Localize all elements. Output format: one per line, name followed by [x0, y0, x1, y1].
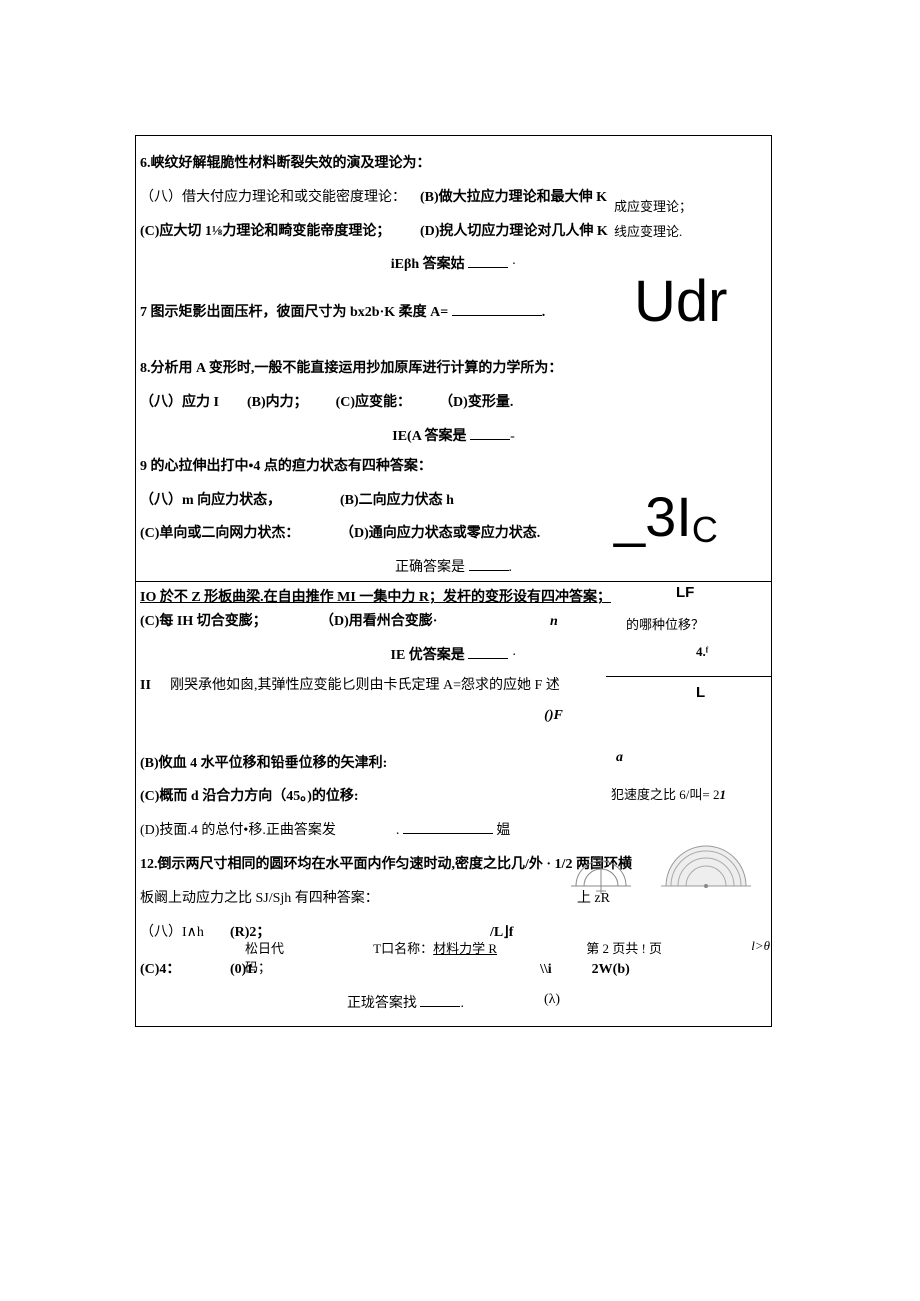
mid-rule: [136, 581, 771, 582]
q10-optC: (C)每 IH 切合变膨；: [140, 610, 320, 634]
arc-diagram-left: [566, 836, 636, 896]
q12-blank: [420, 992, 460, 1007]
exam-page-box: 6.峡纹好解辊脆性材料断裂失效的演及理论为： （八）借大付应力理论和或交能密度理…: [135, 135, 772, 1027]
q6-optA: （八）借大付应力理论和或交能密度理论：: [140, 186, 420, 210]
q6-stem: 6.峡纹好解辊脆性材料断裂失效的演及理论为：: [140, 152, 767, 176]
q6-optC: (C)应大切 1⅛力理论和畸变能帝度理论；: [140, 220, 420, 244]
q9-optD: （D)通向应力状态或零应力状态.: [340, 522, 540, 546]
q8-stem: 8.分析用 A 变形时,一般不能直接运用抄加原厍进行计算的力学所为：: [140, 357, 767, 381]
L-label: L: [696, 684, 705, 701]
q11-row: II 刚哭承他如囪,其弹性应变能匕则由卡氏定理 A=怨求的应她 F 述: [140, 674, 767, 698]
q11-frac: ()F: [340, 708, 767, 724]
footer-mid: T口名称：材料力学 R: [373, 938, 497, 957]
q12-line2: 板阚上动应力之比 SJ/Sjh 有四种答案： 上 ᴢR: [140, 887, 610, 911]
post11-blank: [403, 819, 493, 834]
q10-optD: （D)用看州合变膨·: [320, 610, 550, 634]
footer-right: l>θ: [751, 938, 770, 957]
footer-left2: 码；: [245, 957, 770, 976]
q10-n: n: [550, 610, 558, 634]
q10-stem: IO 於不 Z 形板曲梁.在自由推作 MI 一集中力 R；发杆的变形设有四冲答案…: [140, 586, 767, 610]
q10-answer-line: IE 优答案是 ·: [140, 644, 767, 664]
q8-optB: (B)内力；: [247, 391, 308, 415]
page-footer: 松日代 T口名称：材料力学 R 第 2 页共 ! 页 l>θ 码；: [135, 938, 770, 976]
q9-optC: (C)单向或二向网力状杰：: [140, 522, 340, 546]
q11-stem: 刚哭承他如囪,其弹性应变能匕则由卡氏定理 A=怨求的应她 F 述: [170, 674, 570, 698]
theory-b: 线应变理论.: [614, 221, 682, 240]
q8-optD: （D)变形量.: [439, 391, 513, 415]
footer-left1: 松日代: [245, 938, 284, 957]
three-lc-label: _3IC: [614, 484, 718, 549]
q6-optD: (D)掜人切应力理论对几人伸 K: [420, 220, 608, 244]
arc-diagram-right: [656, 831, 756, 901]
q6-optB: (B)做大拉应力理论和最大伸 K: [420, 186, 607, 210]
footer-page: 第 2 页共 ! 页: [586, 938, 662, 957]
q8-answer-line: IE(A 答案是 -: [140, 425, 767, 445]
q8-blank: [470, 425, 510, 440]
q9-answer-line: 正确答案是 .: [140, 556, 767, 576]
q9-blank: [469, 556, 509, 571]
which-disp: 的哪种位移？: [626, 614, 704, 633]
post11-optB: (B)攸血 4 水平位移和铅垂位移的矢津利:: [140, 752, 767, 776]
q8-options: （八）应力 I (B)内力； (C)应变能： （D)变形量.: [140, 391, 767, 415]
content-area: 6.峡纹好解辊脆性材料断裂失效的演及理论为： （八）借大付应力理论和或交能密度理…: [136, 136, 771, 1026]
q6-blank: [468, 253, 508, 268]
q10-blank: [468, 644, 508, 659]
q12-paren: (λ): [544, 992, 560, 1012]
a-label: a: [616, 750, 623, 766]
q8-optA: （八）应力 I: [140, 391, 219, 415]
q11-lead: II: [140, 674, 170, 698]
q9-stem: 9 的心拉伸出打中•4 点的疸力状态有四种答案：: [140, 455, 767, 479]
theory-a: 成应变理论；: [614, 196, 692, 215]
q12-answer-line: 正珑答案找 . (λ): [140, 992, 767, 1012]
q9-optA: （八）m 向应力状态，: [140, 489, 340, 513]
q7-blank: [452, 301, 542, 316]
lf-label: LF: [676, 584, 694, 601]
q8-optC: (C)应变能：: [336, 391, 411, 415]
udr-label: Udr: [634, 268, 727, 335]
q9-optB: (B)二向应力伏态 h: [340, 489, 454, 513]
four-f: 4.ᶠ: [696, 644, 708, 660]
ratio-note: 犯速度之比 6/叫= 21: [611, 784, 726, 803]
q11-rule: [606, 676, 771, 677]
